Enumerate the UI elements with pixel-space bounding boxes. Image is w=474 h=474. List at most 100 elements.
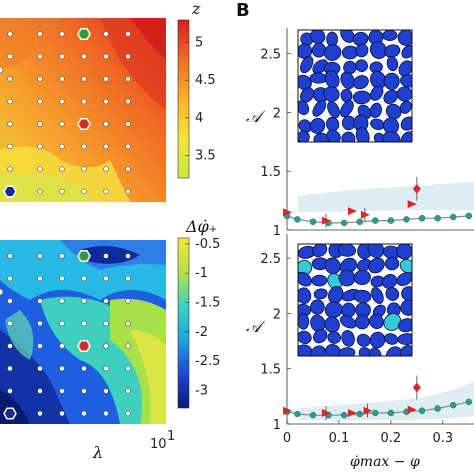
- particle: [369, 347, 382, 356]
- grid-point: [59, 388, 65, 394]
- data-point-teal: [434, 405, 441, 412]
- grid-point: [125, 275, 131, 282]
- particle: [400, 131, 412, 142]
- colorbar-tick-label: -1.5: [195, 295, 220, 310]
- y-tick-label: 1: [273, 418, 281, 433]
- particle: [311, 244, 328, 258]
- grid-point: [59, 343, 65, 349]
- grid-point: [59, 410, 65, 417]
- grid-point: [7, 388, 13, 394]
- band-bottom: [300, 382, 474, 421]
- particle: [382, 131, 401, 142]
- grid-point: [37, 343, 43, 349]
- panel-label: B: [236, 0, 250, 21]
- grid-point: [7, 76, 13, 82]
- particle: [326, 129, 341, 142]
- y-tick-label: 1.5: [260, 165, 281, 180]
- data-point-teal: [387, 217, 395, 224]
- scatter-plot-bottom: 1 1.5 2 2.5 0 0.1 0.2 0.3 𝒜 φ̇max − φ: [246, 234, 474, 470]
- grid-point: [59, 365, 65, 372]
- grid-point: [59, 188, 65, 195]
- grid-point: [81, 98, 87, 105]
- grid-point: [125, 121, 131, 127]
- particle: [312, 59, 329, 74]
- particle: [300, 55, 314, 74]
- grid-point: [103, 320, 109, 327]
- grid-point: [103, 143, 109, 150]
- y-tick-label: 1.5: [260, 363, 281, 378]
- grid-point: [37, 166, 43, 172]
- grid-point: [37, 98, 43, 105]
- particle: [396, 272, 412, 287]
- particle: [354, 314, 370, 330]
- highlight-hexagon: [77, 250, 91, 262]
- particle: [384, 256, 400, 271]
- grid-point: [7, 343, 13, 349]
- particle: [386, 56, 399, 72]
- highlight-hexagon: [77, 340, 91, 352]
- data-point-teal: [340, 219, 348, 227]
- particle: [309, 117, 326, 134]
- grid-point: [103, 76, 109, 82]
- particle: [310, 30, 326, 44]
- particle: [340, 71, 355, 90]
- grid-point: [81, 298, 87, 304]
- heatmap-x-axis: λ 10 1: [92, 429, 175, 462]
- y-axis-label-top: 𝒜: [246, 107, 266, 126]
- data-point-red-diamond: [412, 183, 421, 194]
- data-point-teal: [403, 216, 410, 223]
- colorbar-tick-label: -3: [195, 383, 208, 398]
- particle: [397, 318, 412, 333]
- particle: [298, 287, 312, 304]
- grid-point: [81, 388, 87, 394]
- colorbar-tick-label: -1: [195, 266, 208, 281]
- grid-point: [37, 31, 43, 37]
- grid-point: [103, 410, 109, 417]
- grid-point: [103, 166, 109, 172]
- colorbar-z-label: z: [191, 0, 201, 18]
- particle: [341, 330, 355, 347]
- grid-point: [7, 253, 13, 259]
- grid-point: [103, 365, 109, 372]
- x-axis-label-bottom: φ̇max − φ: [350, 454, 420, 470]
- grid-point: [81, 365, 87, 372]
- colorbar-tick-label: -2.5: [195, 354, 220, 369]
- heatmap-z: [0, 18, 166, 202]
- particle: [313, 288, 328, 300]
- particle: [323, 86, 340, 102]
- grid-point: [125, 365, 131, 372]
- data-point-red-triangle: [360, 210, 370, 219]
- particle: [323, 44, 342, 61]
- data-point-teal: [449, 213, 457, 221]
- grid-point: [7, 298, 13, 304]
- grid-point: [81, 410, 87, 417]
- grid-point: [81, 320, 87, 327]
- grid-point: [81, 76, 87, 82]
- band-top: [298, 182, 474, 212]
- grid-point: [7, 121, 13, 127]
- data-point-red-triangle: [321, 408, 331, 417]
- particle: [400, 74, 412, 88]
- particle: [324, 316, 340, 333]
- particle: [368, 257, 385, 274]
- particle: [371, 287, 384, 304]
- data-point-teal: [340, 411, 348, 419]
- grid-point: [37, 275, 43, 282]
- highlight-hexagon: [77, 118, 91, 130]
- grid-point: [7, 98, 13, 105]
- data-point-red-triangle: [347, 207, 357, 216]
- particle: [340, 100, 354, 118]
- particle: [382, 274, 398, 289]
- grid-point: [37, 365, 43, 372]
- particle: [326, 31, 339, 47]
- particle: [385, 103, 402, 120]
- grid-point: [81, 143, 87, 150]
- data-point-teal: [309, 411, 317, 419]
- particle: [399, 345, 412, 356]
- particle: [340, 30, 355, 43]
- particle: [298, 74, 312, 91]
- particle: [369, 102, 382, 119]
- particle: [396, 86, 412, 102]
- grid-point: [125, 320, 131, 327]
- grid-point: [125, 76, 131, 82]
